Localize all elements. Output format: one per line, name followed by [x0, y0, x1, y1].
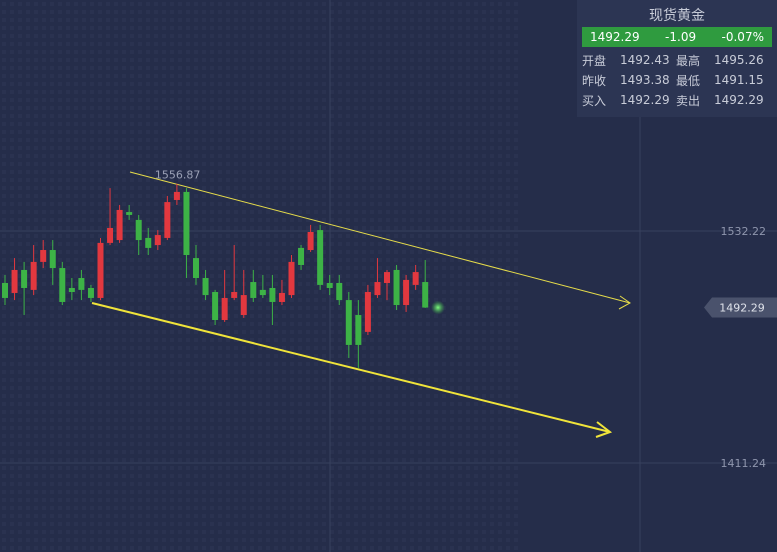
candle-body — [317, 230, 324, 285]
quote-label: 卖出 — [676, 93, 701, 108]
candle-body — [49, 250, 56, 269]
candle-body — [164, 202, 171, 238]
candle-body — [336, 282, 343, 301]
quote-title: 现货黄金 — [649, 8, 705, 24]
quote-change-pct: -0.07% — [721, 30, 764, 44]
candle-body — [298, 247, 305, 265]
candle-body — [231, 292, 238, 298]
quote-label: 最高 — [676, 53, 701, 68]
candle-body — [221, 297, 228, 321]
arrow-head — [595, 421, 613, 438]
candle-body — [364, 292, 371, 332]
candle-body — [345, 300, 352, 345]
candle-body — [393, 269, 400, 306]
trend-line — [91, 302, 611, 433]
candle-body — [11, 269, 18, 293]
candle-body — [193, 258, 199, 279]
quote-row: 昨收 1493.38 最低 1491.15 — [577, 70, 777, 90]
candle-body — [403, 279, 410, 306]
candle-body — [307, 231, 314, 251]
candle-body — [145, 237, 152, 248]
candle-body — [422, 282, 429, 308]
candle-body — [202, 278, 209, 296]
quote-panel: 现货黄金 1492.29 -1.09 -0.07% 开盘 1492.43 最高 149… — [577, 0, 777, 117]
quote-value: 1492.29 — [714, 93, 764, 107]
trend-line — [129, 171, 631, 304]
last-price-glow — [431, 300, 445, 315]
map-texture — [0, 0, 520, 552]
quote-label: 买入 — [582, 93, 607, 108]
candle-body — [59, 268, 66, 302]
candle-body — [173, 191, 180, 200]
candle-body — [78, 278, 85, 290]
candle-body — [384, 272, 390, 283]
quote-label: 最低 — [676, 73, 701, 88]
candle-body — [412, 272, 419, 285]
quote-bar: 1492.29 -1.09 -0.07% — [582, 27, 772, 47]
arrow-head — [618, 295, 631, 310]
quote-value: 1492.43 — [620, 53, 670, 67]
y-tick-label: 1532.22 — [721, 225, 767, 238]
quote-value: 1492.29 — [620, 93, 670, 107]
candle-body — [154, 235, 161, 246]
candle-body — [21, 269, 28, 288]
candle-body — [278, 292, 285, 302]
candle-body — [135, 219, 142, 241]
candle-body — [68, 287, 75, 293]
candle-body — [87, 287, 94, 298]
candle-body — [107, 227, 114, 243]
quote-price: 1492.29 — [590, 30, 640, 44]
quote-row: 买入 1492.29 卖出 1492.29 — [577, 90, 777, 110]
candle-body — [288, 261, 295, 296]
candle-body — [97, 242, 104, 298]
quote-label: 开盘 — [582, 53, 607, 68]
quote-value: 1495.26 — [714, 53, 764, 67]
price-tag — [704, 297, 777, 318]
candle-body — [116, 209, 123, 241]
candle-body — [250, 282, 257, 298]
y-tick-label: 1411.24 — [721, 457, 767, 470]
candle-body — [355, 315, 362, 345]
candle-body — [2, 282, 8, 298]
quote-row: 开盘 1492.43 最高 1495.26 — [577, 50, 777, 70]
candle-body — [240, 295, 247, 316]
candle-body — [326, 282, 333, 288]
quote-change: -1.09 — [665, 30, 697, 44]
high-label: 1556.87 — [155, 169, 201, 182]
candle-body — [269, 287, 276, 302]
candle-body — [259, 289, 266, 296]
quote-label: 昨收 — [582, 73, 607, 88]
candle-body — [126, 212, 133, 215]
candle-body — [183, 191, 190, 256]
candle-body — [374, 282, 381, 296]
candle-body — [212, 292, 219, 321]
quote-value: 1491.15 — [714, 73, 764, 87]
candle-body — [30, 261, 37, 290]
price-tag-label: 1492.29 — [719, 302, 765, 315]
candle-body — [40, 250, 47, 262]
quote-value: 1493.38 — [620, 73, 670, 87]
